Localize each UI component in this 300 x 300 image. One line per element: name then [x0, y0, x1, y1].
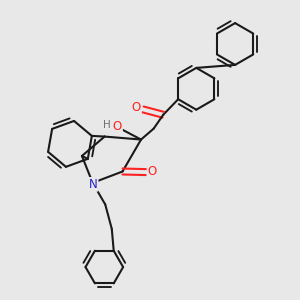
Text: O: O: [132, 101, 141, 114]
Text: O: O: [148, 165, 157, 178]
Text: N: N: [89, 178, 98, 191]
Text: H: H: [103, 120, 111, 130]
Text: O: O: [113, 120, 122, 133]
